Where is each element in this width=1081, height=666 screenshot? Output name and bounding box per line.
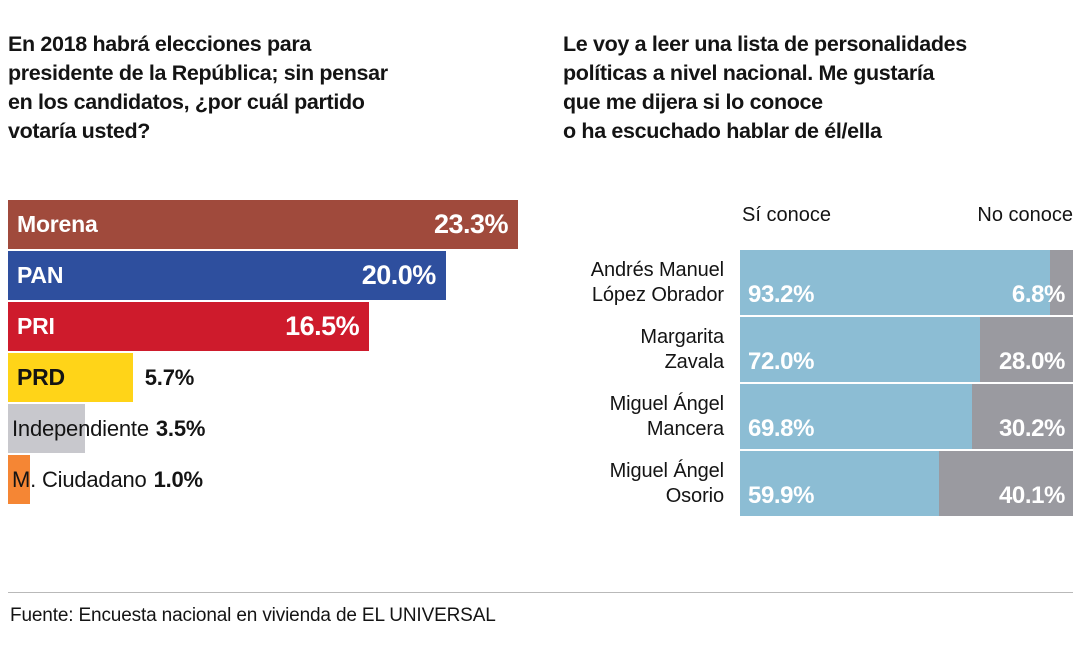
person-name-line-1: Margarita — [640, 325, 724, 348]
value-no-conoce: 40.1% — [998, 482, 1065, 509]
person-name: Andrés Manuel López Obrador — [540, 250, 730, 315]
party-bar-prd: PRD — [8, 353, 133, 402]
row-divider — [740, 315, 1073, 317]
person-name-line-1: Miguel Ángel — [609, 459, 725, 482]
name-recognition-stacked-chart: Sí conoce No conoce Andrés Manuel López O… — [540, 204, 1081, 534]
party-label: PAN — [17, 262, 64, 288]
recognition-row: Miguel Ángel Osorio 59.9% 40.1% — [540, 451, 1081, 516]
left-panel-headline: En 2018 habrá elecciones para presidente… — [8, 32, 388, 143]
person-name: Margarita Zavala — [540, 317, 730, 382]
party-bar-row: M. Ciudadano 1.0% — [0, 455, 540, 504]
party-label: PRD — [17, 364, 65, 390]
party-value: 23.3% — [433, 209, 509, 239]
recognition-stacked-bar: 59.9% 40.1% — [740, 451, 1073, 516]
value-no-conoce: 28.0% — [998, 348, 1065, 375]
column-header-no-conoce: No conoce — [977, 204, 1073, 226]
column-header-si-conoce: Sí conoce — [742, 204, 831, 226]
party-bar-pan: PAN 20.0% — [8, 251, 446, 300]
value-si-conoce: 72.0% — [748, 348, 815, 375]
segment-si-conoce — [740, 250, 1051, 315]
party-value: 16.5% — [285, 311, 360, 341]
party-label: PRI — [17, 313, 55, 339]
party-bar-row: PAN 20.0% — [0, 251, 540, 300]
party-label: Independiente — [12, 415, 149, 441]
party-value: 20.0% — [361, 260, 437, 290]
party-bar-row: Morena 23.3% — [0, 200, 540, 249]
person-name-line-1: Andrés Manuel — [590, 258, 724, 281]
party-bar-independiente — [8, 404, 85, 453]
party-value: 3.5% — [155, 415, 206, 441]
row-divider — [740, 382, 1073, 384]
right-panel-headline: Le voy a leer una lista de personalidade… — [563, 32, 967, 143]
person-name-line-1: Miguel Ángel — [609, 392, 725, 415]
recognition-row: Margarita Zavala 72.0% 28.0% — [540, 317, 1081, 382]
person-name-line-2: Mancera — [646, 417, 724, 440]
party-bar-pri: PRI 16.5% — [8, 302, 370, 351]
value-si-conoce: 69.8% — [748, 415, 815, 442]
party-bar-row: Independiente 3.5% — [0, 404, 540, 453]
party-label-and-value: Independiente 3.5% — [12, 404, 205, 453]
recognition-row: Andrés Manuel López Obrador 93.2% 6.8% — [540, 250, 1081, 315]
party-bar-row: PRD 5.7% — [0, 353, 540, 402]
person-name-line-2: Osorio — [665, 484, 724, 507]
recognition-stacked-bar: 69.8% 30.2% — [740, 384, 1073, 449]
source-note: Fuente: Encuesta nacional en vivienda de… — [10, 605, 496, 626]
value-si-conoce: 93.2% — [748, 281, 815, 308]
recognition-stacked-bar: 72.0% 28.0% — [740, 317, 1073, 382]
value-no-conoce: 30.2% — [998, 415, 1065, 442]
footer-divider — [8, 592, 1073, 593]
party-bar-morena: Morena 23.3% — [8, 200, 518, 249]
party-label: Morena — [17, 211, 98, 237]
party-value: 5.7% — [144, 364, 195, 390]
recognition-stacked-bar: 93.2% 6.8% — [740, 250, 1073, 315]
party-vote-bar-chart: Morena 23.3% PAN 20.0% PRI 16.5% PRD 5.7% Indepe… — [0, 200, 540, 530]
row-divider — [740, 449, 1073, 451]
party-bar-row: PRI 16.5% — [0, 302, 540, 351]
segment-si-conoce — [740, 317, 980, 382]
party-bar-m-ciudadano — [8, 455, 30, 504]
party-value: 1.0% — [153, 466, 204, 492]
party-label-and-value: M. Ciudadano 1.0% — [12, 455, 203, 504]
value-no-conoce: 6.8% — [1011, 281, 1066, 308]
party-label: M. Ciudadano — [12, 466, 147, 492]
person-name: Miguel Ángel Osorio — [540, 451, 730, 516]
person-name-line-2: López Obrador — [591, 283, 724, 306]
value-si-conoce: 59.9% — [748, 482, 815, 509]
person-name: Miguel Ángel Mancera — [540, 384, 730, 449]
person-name-line-2: Zavala — [664, 350, 725, 373]
party-value-outside: 5.7% — [144, 353, 195, 402]
segment-si-conoce — [740, 384, 973, 449]
recognition-row: Miguel Ángel Mancera 69.8% 30.2% — [540, 384, 1081, 449]
segment-si-conoce — [740, 451, 940, 516]
